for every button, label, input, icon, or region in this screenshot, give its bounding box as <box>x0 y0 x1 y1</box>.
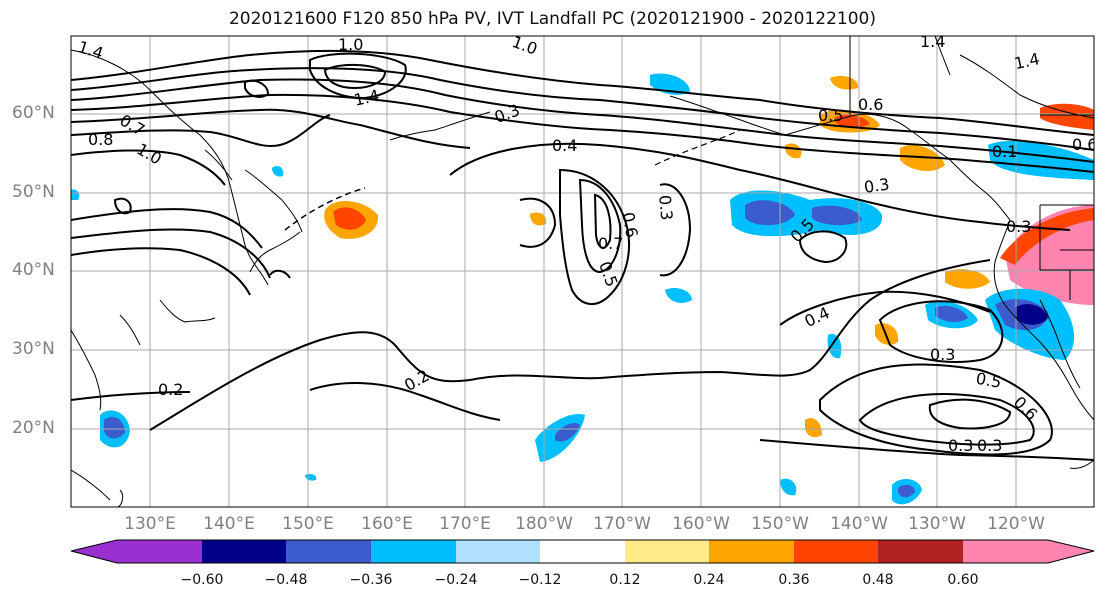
lat-label: 60°N <box>12 103 55 123</box>
contour-label: 0.2 <box>158 380 183 399</box>
colorbar-cell <box>963 540 1048 563</box>
lat-label: 50°N <box>12 182 55 202</box>
contour-label: 0.3 <box>977 436 1002 455</box>
contour-label: 0.7 <box>117 111 149 140</box>
contour-label: 0.6 <box>618 211 641 239</box>
colorbar-tick-label: −0.48 <box>264 572 308 588</box>
colorbar-cell <box>709 540 794 563</box>
map-title: 2020121600 F120 850 hPa PV, IVT Landfall… <box>228 9 876 29</box>
colorbar-cell <box>625 540 709 563</box>
colorbar-extension-low <box>71 540 117 563</box>
contour-label: 0.5 <box>818 106 843 125</box>
map-frame <box>70 35 1095 508</box>
pv-shading <box>71 73 1094 505</box>
contour-label: 1.4 <box>920 32 945 51</box>
colorbar-outline <box>70 539 1095 564</box>
contour-label: 0.7 <box>598 234 623 253</box>
contour-label: 1.4 <box>352 86 381 110</box>
colorbar-cell <box>117 540 202 563</box>
colorbar-tick-label: −0.24 <box>434 572 478 588</box>
pv-contours <box>71 49 1094 461</box>
contour-label: 1.0 <box>133 139 165 168</box>
coastlines <box>71 36 1094 507</box>
lon-label: 170°W <box>593 514 651 534</box>
colorbar-cell <box>371 540 456 563</box>
colorbar-tick-label: 0.24 <box>693 572 725 588</box>
lon-label: 140°E <box>203 514 255 534</box>
contour-label: 0.6 <box>1010 393 1041 424</box>
lon-label: 120°W <box>987 514 1045 534</box>
lat-label: 20°N <box>12 418 55 438</box>
colorbar-cell <box>456 540 540 563</box>
lon-label: 160°E <box>361 514 413 534</box>
colorbar-tick-label: 0.60 <box>947 572 979 588</box>
colorbar-extension-high <box>1048 540 1094 563</box>
lon-label: 150°E <box>282 514 334 534</box>
graticule <box>71 36 1094 507</box>
contour-label: 0.3 <box>863 175 891 197</box>
contour-label: 1.4 <box>1012 49 1041 73</box>
colorbar-cell <box>794 540 878 563</box>
contour-label: 0.6 <box>1072 135 1097 154</box>
contour-label: 0.3 <box>948 436 973 455</box>
lat-label: 40°N <box>12 260 55 280</box>
colorbar <box>70 539 1095 564</box>
contour-label: 0.3 <box>1006 217 1031 236</box>
lon-label: 150°W <box>751 514 809 534</box>
contour-label: 0.4 <box>552 136 577 155</box>
contour-label: 0.5 <box>974 369 1002 392</box>
colorbar-tick-label: 0.12 <box>609 572 641 588</box>
lon-label: 130°E <box>124 514 176 534</box>
colorbar-tick-label: 0.36 <box>778 572 810 588</box>
lon-label: 130°W <box>908 514 966 534</box>
lon-label: 170°E <box>439 514 491 534</box>
colorbar-cell <box>540 540 625 563</box>
lon-label: 180°W <box>515 514 573 534</box>
maritime-border <box>654 129 741 166</box>
colorbar-tick-label: −0.12 <box>518 572 562 588</box>
contour-label: 0.8 <box>88 130 113 149</box>
contour-label: 0.3 <box>930 345 955 364</box>
contour-label: 0.6 <box>858 95 883 114</box>
country-borders <box>1039 205 1094 300</box>
colorbar-tick-label: −0.36 <box>349 572 393 588</box>
colorbar-cell <box>286 540 371 563</box>
colorbar-tick-label: 0.48 <box>862 572 894 588</box>
colorbar-cell <box>202 540 286 563</box>
lat-label: 30°N <box>12 339 55 359</box>
contour-label: 1.0 <box>338 35 363 54</box>
lon-label: 160°W <box>672 514 730 534</box>
contour-label: 1.4 <box>76 37 106 63</box>
contour-label: 0.3 <box>655 194 676 221</box>
colorbar-tick-label: −0.60 <box>180 572 224 588</box>
contour-label: 0.4 <box>802 303 833 331</box>
dateline-border <box>284 187 366 231</box>
contour-label: 0.1 <box>992 142 1017 161</box>
colorbar-cell <box>878 540 963 563</box>
lon-label: 140°W <box>830 514 888 534</box>
